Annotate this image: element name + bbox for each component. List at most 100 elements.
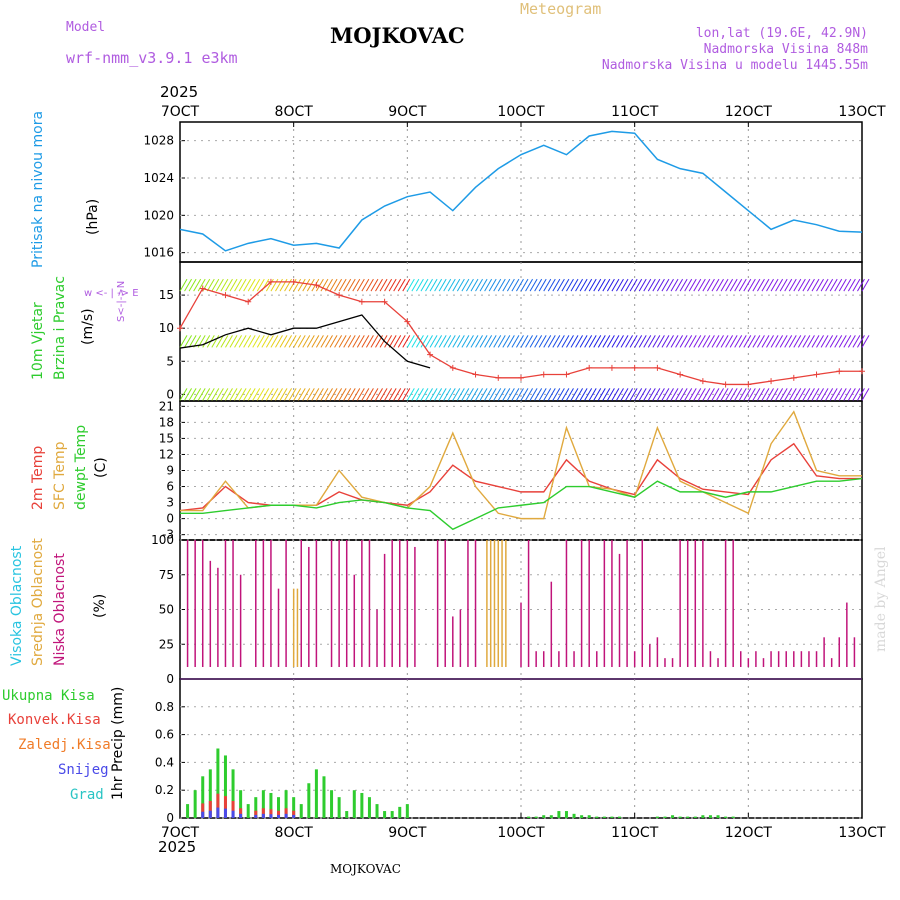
- wind-barb: [270, 388, 279, 401]
- gust-marker: [199, 285, 206, 292]
- wind-barb: [752, 388, 761, 401]
- model-label: Model: [66, 20, 106, 35]
- precip-total-bar: [595, 816, 599, 818]
- wind-barb: [857, 388, 865, 401]
- wind-barb: [761, 278, 770, 292]
- y-tick-label-3: 0: [166, 672, 174, 686]
- wind-barb: [629, 335, 638, 348]
- gust-marker: [222, 292, 229, 299]
- y-tick-label-2: -3: [162, 528, 174, 542]
- wind-barb: [429, 388, 438, 401]
- wind-barb: [816, 278, 824, 292]
- wind-barb: [265, 335, 274, 348]
- wind-barb: [575, 335, 583, 348]
- precip-total-bar: [542, 815, 546, 818]
- wind-barb: [720, 335, 729, 348]
- precip-total-bar: [292, 797, 296, 818]
- wind-barb: [461, 335, 470, 348]
- wind-barb: [247, 335, 256, 348]
- wind-barb: [425, 335, 433, 348]
- wind-barb: [625, 278, 634, 292]
- wind-barb: [302, 335, 311, 348]
- gust-marker: [631, 364, 638, 371]
- date-label-top: 11OCT: [611, 104, 659, 120]
- wind-barb: [597, 278, 606, 292]
- wind-barb: [779, 278, 788, 292]
- wind-barb: [857, 278, 865, 292]
- wind-barb: [711, 335, 720, 348]
- precip-total-bar: [360, 792, 364, 818]
- wind-barb: [861, 278, 870, 292]
- wind-barb: [529, 335, 538, 348]
- wind-barb: [538, 388, 547, 401]
- wind-barb: [297, 278, 306, 292]
- wind-barb: [347, 388, 356, 401]
- wind-barb: [861, 388, 870, 401]
- wind-barb: [611, 335, 620, 348]
- wind-barb: [429, 278, 438, 292]
- wind-barb: [261, 388, 270, 401]
- wind-barb: [697, 388, 706, 401]
- wind-barb: [397, 388, 406, 401]
- wind-barb: [411, 278, 420, 292]
- precip-total-bar: [231, 769, 235, 818]
- gust-marker: [540, 371, 547, 378]
- wind-barb: [766, 335, 774, 348]
- precip-snow-bar: [201, 811, 205, 818]
- wind-barb: [747, 278, 756, 292]
- wind-barb: [693, 388, 702, 401]
- wind-barb: [788, 388, 797, 401]
- year-top: 2025: [160, 83, 199, 101]
- wind-barb: [229, 278, 238, 292]
- precip-total-bar: [731, 816, 735, 818]
- precip-total-bar: [405, 804, 409, 818]
- wind-barb: [820, 278, 829, 292]
- gust-marker: [813, 371, 820, 378]
- wind-barb: [652, 335, 661, 348]
- wind-barb: [661, 388, 670, 401]
- wind-barb: [370, 388, 379, 401]
- wind-barb: [488, 335, 497, 348]
- precip-total-bar: [284, 790, 288, 818]
- precip-total-bar: [602, 816, 606, 818]
- wind-barb: [384, 388, 393, 401]
- wind-barb: [225, 335, 233, 348]
- wind-barb: [629, 388, 638, 401]
- wind-barb: [547, 388, 556, 401]
- wind-barb: [193, 278, 202, 292]
- precip-snow-bar: [277, 814, 281, 818]
- wind-barb: [238, 335, 247, 348]
- wind-barb: [538, 278, 547, 292]
- wind-barb: [347, 335, 356, 348]
- date-label-top: 13OCT: [838, 104, 886, 120]
- wind-barb: [597, 335, 606, 348]
- wind-barb: [247, 388, 256, 401]
- precip-total-bar: [708, 815, 712, 818]
- wind-barb: [652, 278, 661, 292]
- wind-barb: [252, 335, 261, 348]
- wind-speed-series: [179, 314, 431, 369]
- wind-barb: [320, 335, 329, 348]
- wind-barb: [579, 388, 588, 401]
- wind-barb: [225, 278, 233, 292]
- wind-barb: [743, 388, 752, 401]
- wind-barb: [725, 335, 734, 348]
- wind-barb: [520, 388, 529, 401]
- wind-barb: [729, 335, 738, 348]
- wind-barb: [511, 278, 520, 292]
- wind-barb: [593, 335, 602, 348]
- gust-marker: [518, 374, 524, 381]
- wind-barb: [693, 335, 702, 348]
- wind-barb: [656, 335, 665, 348]
- gust-marker: [745, 381, 752, 388]
- date-label-top: 10OCT: [497, 104, 545, 120]
- wind-barb: [293, 335, 302, 348]
- wind-barb: [484, 335, 493, 348]
- gust-marker: [859, 368, 865, 375]
- wind-barb: [406, 335, 415, 348]
- date-label-top: 7OCT: [161, 104, 200, 120]
- y-tick-label-3: 100: [151, 533, 174, 547]
- wind-barb: [834, 388, 843, 401]
- gust-marker: [358, 298, 365, 305]
- wind-barb: [284, 335, 293, 348]
